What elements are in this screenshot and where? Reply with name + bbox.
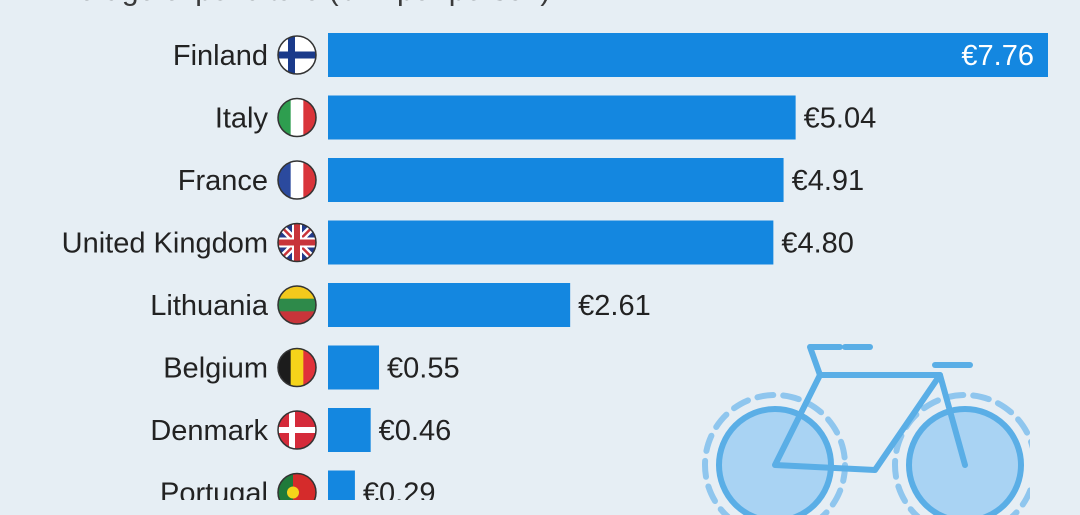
category-label: Belgium [163, 353, 268, 385]
bar [328, 283, 571, 327]
bar [328, 470, 355, 500]
bicycle-illustration-icon [702, 344, 1030, 515]
value-label: €2.61 [578, 290, 651, 322]
flag-italy-icon [277, 97, 317, 138]
category-label: Denmark [150, 415, 268, 447]
flag-lithuania-icon [277, 285, 317, 325]
category-label: Lithuania [150, 290, 269, 322]
flag-portugal-icon [277, 472, 317, 500]
chart-subtitle: Average expenditure (€ ... per person) [44, 0, 550, 8]
value-label: €5.04 [804, 103, 877, 135]
category-label: France [178, 165, 268, 197]
bar [328, 408, 371, 452]
flag-finland-icon [277, 35, 317, 75]
category-label: United Kingdom [62, 228, 268, 260]
flag-denmark-icon [277, 410, 317, 450]
bar [328, 158, 784, 202]
bar [328, 220, 774, 265]
flag-uk-icon [277, 222, 317, 263]
value-label: €4.91 [792, 165, 865, 197]
bar [328, 95, 796, 140]
bar [328, 33, 1048, 77]
category-label: Italy [215, 103, 269, 135]
value-label: €4.80 [781, 228, 854, 260]
category-label: Portugal [160, 478, 268, 501]
value-label: €0.46 [379, 415, 452, 447]
flag-belgium-icon [277, 347, 317, 388]
value-label: €0.55 [387, 353, 460, 385]
flag-france-icon [277, 160, 317, 200]
bar-chart: Finland €7.76 Italy €5.04 France €4.91 United … [62, 33, 1048, 501]
value-label: €0.29 [363, 478, 436, 501]
value-label: €7.76 [961, 40, 1034, 72]
category-label: Finland [173, 40, 268, 72]
bar [328, 345, 380, 390]
